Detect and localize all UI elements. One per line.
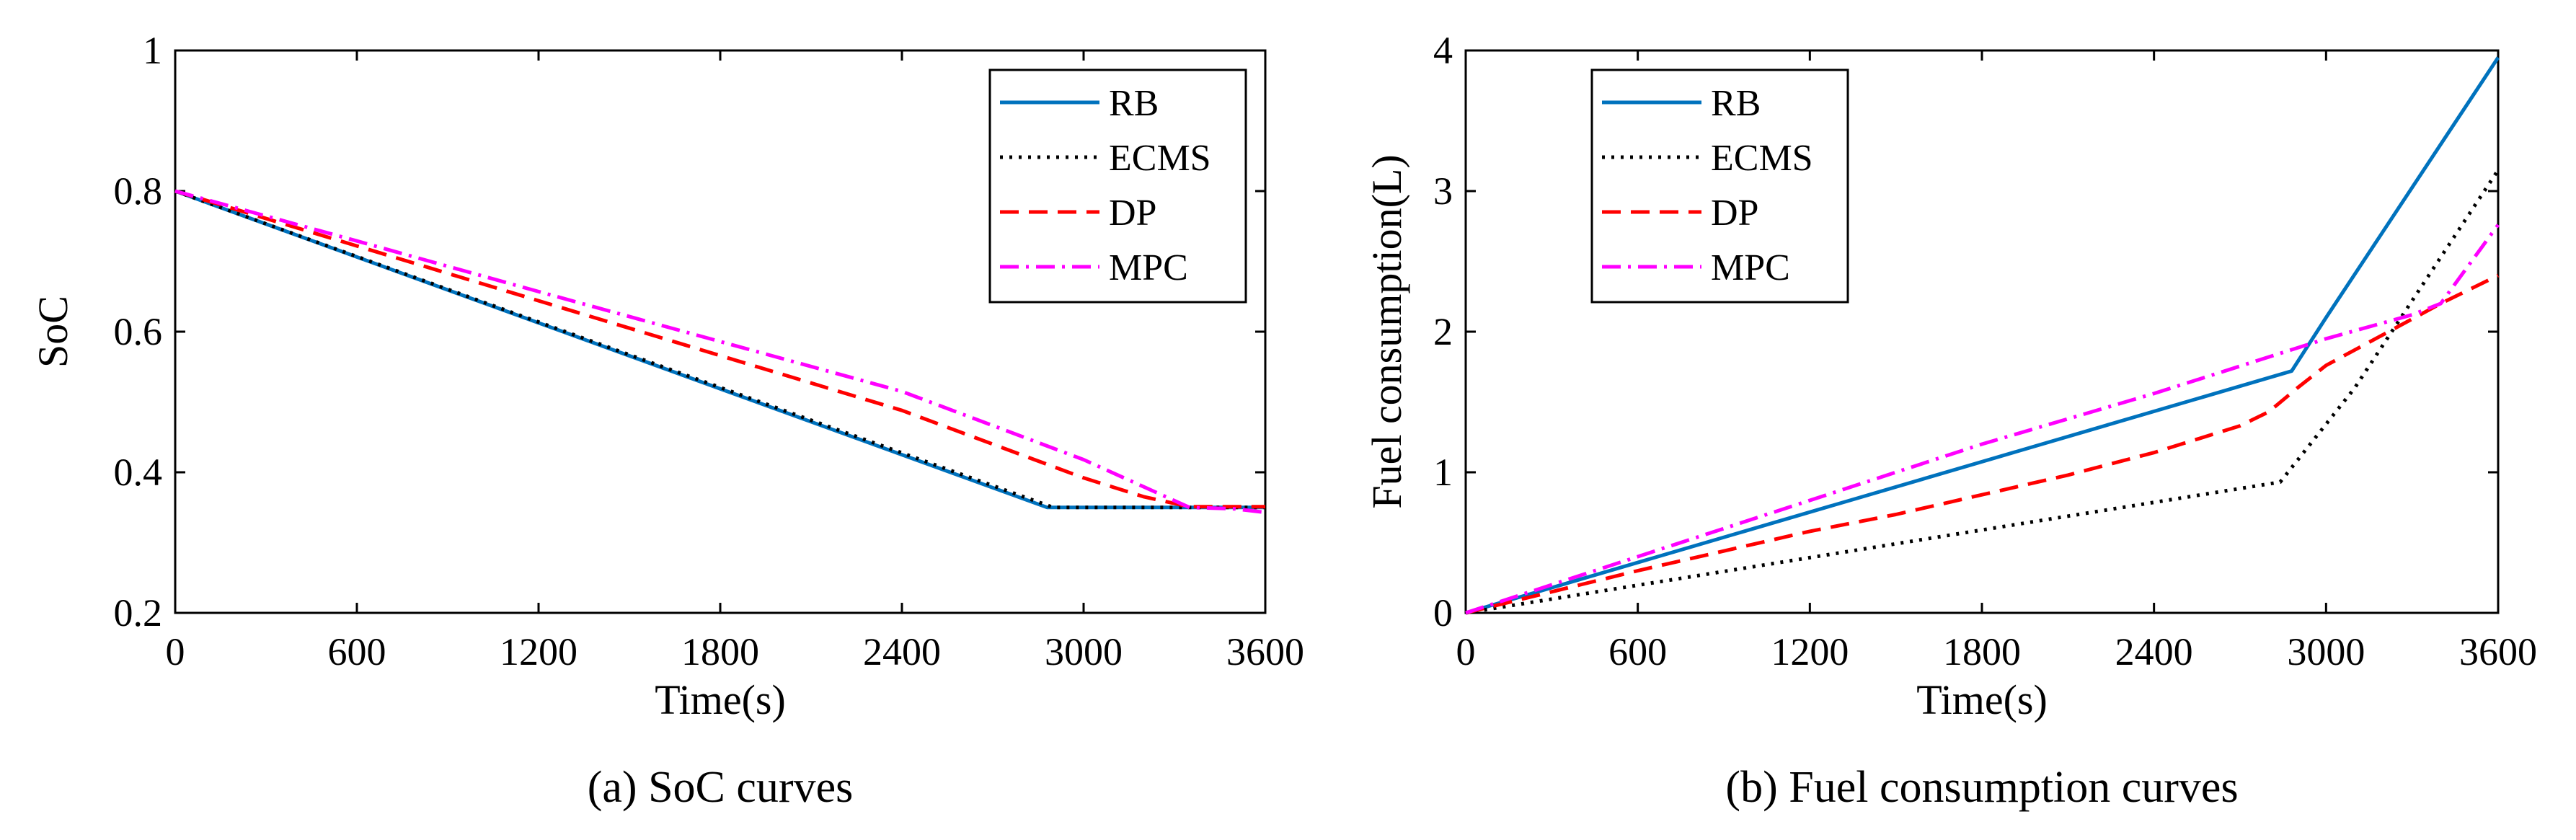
legend-label-mpc: MPC [1711, 247, 1790, 288]
series-line-mpc [174, 189, 1266, 515]
x-tick-label: 600 [1608, 630, 1667, 673]
legend-label-dp: DP [1109, 193, 1156, 234]
series-line-ecms [174, 189, 1265, 510]
x-tick-label: 3600 [2459, 630, 2537, 673]
y-tick-label: 3 [1433, 169, 1453, 213]
x-axis-label: Time(s) [655, 676, 786, 723]
fuel-chart-panel: 0 600 1200 1800 2400 3000 3600 0 1 2 3 4 Time(s) Fuel… [1363, 29, 2537, 812]
panel-caption: (b) Fuel consumption curves [1725, 763, 2238, 812]
legend-label-dp: DP [1711, 193, 1758, 234]
x-tick-label: 2400 [863, 630, 941, 673]
series-line-dp [174, 189, 1265, 509]
series-line-ecms [1465, 169, 2500, 615]
legend-box [988, 68, 1247, 304]
y-tick-label: 0.6 [114, 310, 163, 353]
x-tick-label: 2400 [2115, 630, 2193, 673]
y-tick-label: 0.8 [114, 169, 163, 213]
y-axis-label: Fuel consumption(L) [1363, 154, 1410, 508]
x-tick-label: 1800 [681, 630, 759, 673]
x-tick-label: 600 [328, 630, 386, 673]
series-line-dp [1465, 273, 2500, 615]
legend-label-ecms: ECMS [1109, 138, 1211, 179]
legend-label-rb: RB [1711, 83, 1761, 124]
y-tick-label: 0.4 [114, 451, 163, 494]
x-tick-label: 3000 [1045, 630, 1123, 673]
y-tick-label: 1 [143, 29, 162, 72]
x-tick-label: 0 [1456, 630, 1476, 673]
panel-caption: (a) SoC curves [588, 763, 853, 812]
x-tick-label: 3000 [2287, 630, 2365, 673]
x-tick-label: 1800 [1943, 630, 2021, 673]
legend-box [1590, 68, 1849, 304]
y-tick-label: 0.2 [114, 591, 163, 635]
series-line-mpc [1465, 224, 2500, 615]
series-line-rb [174, 189, 1265, 510]
legend: RB ECMS DP MPC [1590, 68, 1849, 304]
series-line-rb [1465, 56, 2500, 615]
y-tick-label: 1 [1433, 451, 1453, 494]
legend-label-rb: RB [1109, 83, 1159, 124]
x-tick-label: 1200 [1771, 630, 1849, 673]
y-tick-label: 0 [1433, 591, 1453, 635]
legend-label-ecms: ECMS [1711, 138, 1813, 179]
legend: RB ECMS DP MPC [988, 68, 1247, 304]
x-axis-label: Time(s) [1916, 676, 2048, 723]
x-tick-label: 3600 [1226, 630, 1304, 673]
y-tick-label: 4 [1433, 29, 1453, 72]
x-tick-label: 0 [166, 630, 185, 673]
legend-label-mpc: MPC [1109, 247, 1188, 288]
y-tick-label: 2 [1433, 310, 1453, 353]
soc-chart-panel: 0 600 1200 1800 2400 3000 3600 0.2 0.4 0.6 0.8 1 Tim… [30, 29, 1304, 812]
x-tick-label: 1200 [500, 630, 577, 673]
y-axis-label: SoC [30, 296, 76, 368]
